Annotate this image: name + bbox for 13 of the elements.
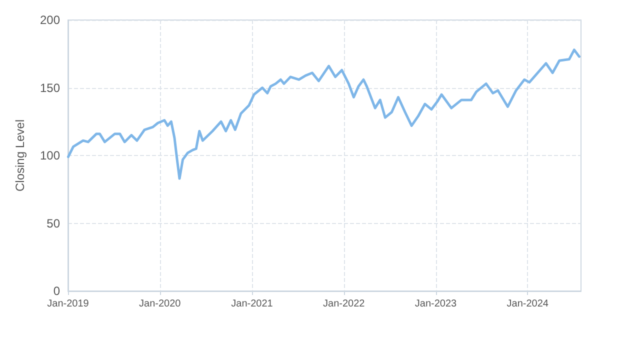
y-tick-label: 100: [40, 148, 60, 162]
x-tick-label: Jan-2020: [139, 298, 182, 310]
x-tick-label: Jan-2019: [47, 298, 90, 310]
x-tick-label: Jan-2023: [414, 298, 458, 310]
line-series: [67, 48, 580, 180]
y-axis-title: Closing Level: [13, 119, 27, 192]
y-tick-label: 150: [40, 80, 60, 95]
y-tick-label: 50: [46, 216, 60, 230]
x-tick-label: Jan-2021: [231, 298, 274, 310]
y-tick-label: 200: [40, 13, 60, 27]
x-tick-label: Jan-2024: [506, 298, 549, 310]
x-tick-label: Jan-2022: [323, 298, 366, 310]
y-tick-label: 0: [53, 284, 60, 298]
